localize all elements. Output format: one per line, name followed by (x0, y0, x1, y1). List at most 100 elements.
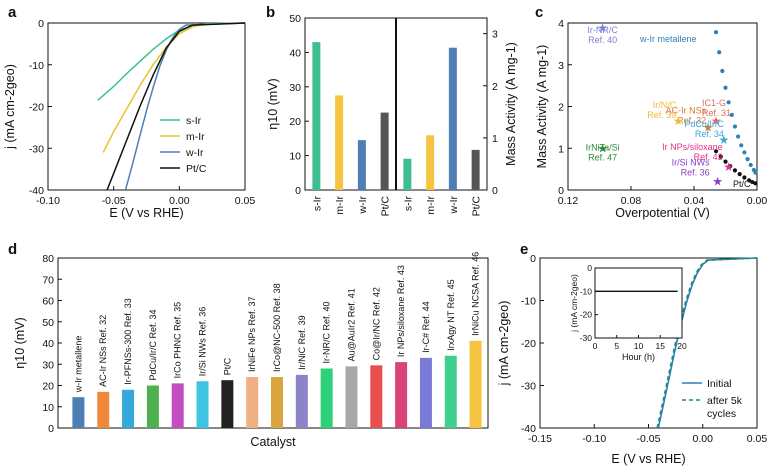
panel-c-point-label: IC1-G (702, 98, 726, 108)
panel-c-x-tick-label: 0.04 (684, 195, 705, 207)
panel-c-x-tick-label: 0.00 (747, 195, 768, 207)
panel-d-category-label: Pt/C (222, 357, 232, 375)
panel-d-label: d (8, 241, 17, 258)
panel-c-star: ★ (723, 160, 734, 174)
panel-e-x-tick-label: -0.15 (528, 433, 552, 445)
panel-d-bar (97, 391, 110, 428)
panel-d-category-label: w-Ir metallene (73, 336, 83, 394)
panel-e-inset-xtick-label: 0 (593, 341, 598, 351)
panel-b-yright-tick-label: 2 (492, 81, 498, 93)
panel-a-series-Pt/C (106, 22, 246, 191)
panel-a-frame (47, 22, 246, 191)
panel-c-y-tick-label: 4 (558, 18, 564, 30)
panel-c-curve-point (729, 112, 734, 117)
panel-c-xlabel: Overpotential (V) (615, 206, 709, 220)
panel-d-y-tick-label: 40 (42, 338, 54, 350)
panel-d-bar (196, 381, 209, 428)
panel-d-bar (271, 377, 283, 428)
panel-e-y-tick-label: -10 (521, 296, 536, 308)
panel-e-y-tick-label: -20 (521, 338, 536, 350)
panel-b-category-label: s-Ir (402, 196, 414, 212)
panel-d-bar (122, 389, 135, 428)
panel-d-bar (320, 368, 333, 428)
panel-d-y-tick-label: 80 (42, 253, 54, 265)
panel-d-category-label: Au@AuIr2 Ref. 41 (346, 288, 356, 361)
panel-c-point-ref: Ref. 39 (647, 110, 676, 120)
panel-c-star: ★ (712, 175, 723, 189)
panel-e-inset-ytick-label: -30 (580, 333, 593, 343)
panel-e-series-Initial (657, 257, 758, 429)
panel-b-yleft-tick-label: 40 (289, 47, 301, 59)
panel-c-curve-point (742, 150, 747, 155)
panel-d-y-tick-label: 70 (42, 274, 54, 286)
panel-a-legend-label: s-Ir (186, 115, 202, 127)
panel-a-y-tick-label: -20 (29, 102, 44, 114)
panel-d-bar (246, 377, 259, 428)
panel-c-point-label: Ir/Si NWs (672, 158, 710, 168)
panel-d-category-label: IrNiFe NPs Ref. 37 (247, 296, 257, 372)
panel-c-curve-point (747, 178, 752, 183)
panel-b-yleft-tick-label: 30 (289, 82, 301, 94)
panel-c-star: ★ (711, 114, 722, 128)
panel-c-curve-point (713, 30, 719, 35)
panel-b-yleft-tick-label: 20 (289, 116, 301, 128)
panel-d-bar (221, 380, 234, 428)
panel-c-curve-point (717, 50, 722, 55)
panel-d-category-label: PdCu/Ir/C Ref. 34 (148, 309, 158, 380)
panel-b-yleft-tick-label: 50 (289, 13, 301, 25)
panel-d-y-tick-label: 30 (42, 359, 54, 371)
panel-c-point-label: Ir-NR/C (587, 25, 618, 35)
panel-c-curve-point (739, 143, 744, 148)
panel-b-bar (380, 112, 389, 190)
panel-e-ylabel: j (mA cm-2geo) (497, 301, 511, 387)
panel-c-ylabel: Mass Activity (A mg-1) (535, 45, 549, 169)
panel-a-x-tick-label: 0.05 (235, 195, 256, 207)
panel-d-category-label: Ir NPs/siloxane Ref. 43 (396, 265, 406, 357)
panel-b-yright-tick-label: 1 (492, 133, 498, 145)
panel-c-point-label: PdCu/Ir/C (684, 119, 724, 129)
panel-b-yright-tick-label: 3 (492, 29, 498, 41)
panel-e-inset-ytick-label: -20 (580, 310, 593, 320)
panel-c-curve-label: w-Ir metallene (639, 34, 697, 44)
panel-a-y-tick-label: -10 (29, 60, 44, 72)
panel-b-category-label: Pt/C (471, 196, 483, 217)
panel-e-legend-label: cycles (707, 408, 736, 420)
panel-b-category-label: w-Ir (448, 196, 460, 215)
panel-a-series-w-Ir (124, 22, 246, 191)
panel-e-label: e (520, 241, 528, 258)
panel-c-curve-point (728, 164, 733, 169)
panel-c-y-tick-label: 3 (558, 60, 564, 72)
panel-a-label: a (8, 4, 17, 21)
panel-e-inset-ytick-label: 0 (587, 263, 592, 273)
panel-b-bar (357, 140, 366, 190)
panel-c-point-label: IrNiTa/Si (586, 142, 620, 152)
panel-d-bar (146, 385, 159, 428)
panel-d-category-label: IrNiCu NCSA Ref. 46 (471, 252, 481, 336)
panel-d-category-label: AC-Ir NSs Ref. 32 (98, 315, 108, 387)
panel-c-curve-point (726, 100, 731, 105)
panel-e-y-tick-label: -40 (521, 423, 536, 435)
panel-d-category-label: IrxAgy NT Ref. 45 (446, 279, 456, 350)
panel-a-ylabel: j (mA cm-2geo) (3, 64, 17, 150)
panel-a-legend-label: Pt/C (186, 163, 207, 175)
panel-b-category-label: s-Ir (311, 196, 323, 212)
panel-e-x-tick-label: 0.05 (747, 433, 768, 445)
panel-c-curve-point (736, 134, 741, 139)
panel-d-category-label: Co@Ir/NC Ref. 42 (371, 287, 381, 360)
panel-a-y-tick-label: -40 (29, 185, 44, 197)
panel-e-inset-xtick-label: 15 (656, 341, 666, 351)
panel-d-category-label: Ir/NiC Ref. 39 (297, 315, 307, 370)
panel-b-yleft-tick-label: 10 (289, 151, 301, 163)
panel-b-ylabel-left: η10 (mV) (266, 78, 280, 129)
panel-c-curve-point (732, 124, 738, 129)
panel-b-yleft-tick-label: 0 (295, 185, 301, 197)
panel-c-curve-point (753, 181, 758, 186)
panel-d-category-label: Ir/Si NWs Ref. 36 (198, 307, 208, 377)
panel-c-point-ref: Ref. 40 (588, 35, 617, 45)
panel-b-label: b (266, 4, 275, 21)
panel-c-curve-point (753, 170, 758, 175)
panel-e-legend-label: Initial (707, 378, 732, 390)
panel-c-star: ★ (597, 141, 608, 155)
panel-d-category-label: Ir-PFNSs-300 Ref. 33 (123, 298, 133, 385)
